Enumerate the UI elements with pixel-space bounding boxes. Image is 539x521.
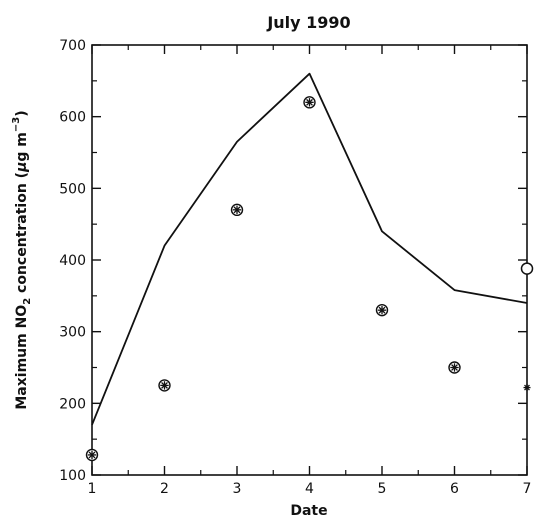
x-tick-label: 2 (160, 481, 169, 497)
y-axis-label-mu: μ (14, 162, 30, 173)
y-axis-label: Maximum NO2 concentration (μg m−3) (11, 110, 33, 409)
data-point-asterisk (523, 384, 531, 392)
y-tick-label: 200 (59, 396, 86, 412)
x-tick-label: 5 (378, 481, 387, 497)
y-axis-label-superscript: −3 (11, 117, 22, 132)
y-tick-label: 400 (59, 253, 86, 269)
y-axis-label-subscript: 2 (22, 298, 33, 305)
y-tick-label: 500 (59, 181, 86, 197)
x-tick-label: 3 (233, 481, 242, 497)
y-tick-label: 100 (59, 468, 86, 484)
chart-title: July 1990 (266, 13, 350, 32)
series-layer (85, 72, 534, 462)
y-tick-label: 600 (59, 110, 86, 126)
plot-area (91, 44, 528, 476)
data-point-asterisk-circle (158, 379, 171, 392)
data-point-circle (520, 262, 534, 275)
y-axis: 100 200 300 400 500 600 700 (59, 38, 527, 484)
x-tick-label: 7 (523, 481, 532, 497)
data-point-asterisk-circle (85, 448, 99, 462)
data-point-asterisk-circle (448, 361, 461, 374)
x-axis: 1 2 3 4 5 6 7 (88, 45, 532, 497)
y-tick-label: 300 (59, 325, 86, 341)
y-tick-label: 700 (59, 38, 86, 54)
x-axis-label: Date (290, 503, 327, 519)
x-tick-label: 4 (305, 481, 314, 497)
data-point-asterisk-circle (230, 203, 244, 217)
series-line (91, 72, 528, 426)
data-point-asterisk-circle (303, 96, 316, 109)
x-tick-label: 6 (450, 481, 459, 497)
x-tick-label: 1 (88, 481, 97, 497)
data-point-asterisk-circle (375, 303, 389, 317)
